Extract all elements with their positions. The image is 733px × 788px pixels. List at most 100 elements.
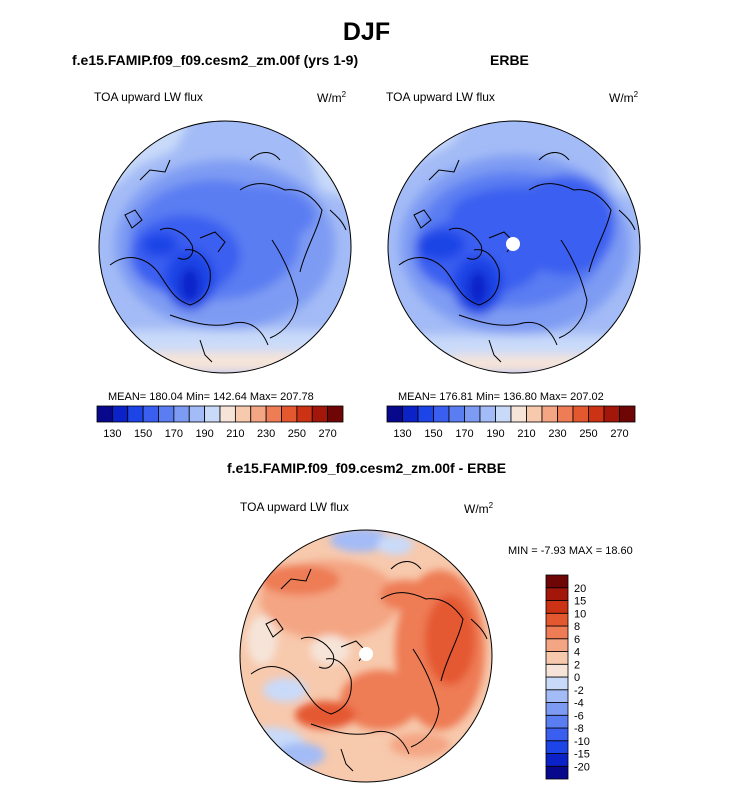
- stats-label-model: MEAN= 180.04 Min= 142.64 Max= 207.78: [108, 391, 314, 403]
- colorbar-tick-label: 0: [574, 672, 580, 684]
- colorbar-tick-label: -15: [574, 749, 590, 761]
- colorbar-tick-label: -6: [574, 710, 584, 722]
- colorbar-tick-label: 150: [424, 428, 442, 440]
- colorbar-tick-label: 190: [195, 428, 213, 440]
- colorbar-box: [96, 405, 113, 423]
- stats-label-obs: MEAN= 176.81 Min= 136.80 Max= 207.02: [398, 391, 604, 403]
- colorbar-tick-label: 2: [574, 659, 580, 671]
- colorbar-box: [234, 405, 252, 423]
- colorbar-box: [545, 740, 569, 754]
- polar-gap-difference: [359, 647, 373, 661]
- colorbar-box: [204, 405, 221, 423]
- colorbar-tick-label: 130: [103, 428, 121, 440]
- colorbar-tick-label: 170: [165, 428, 183, 440]
- colorbar-tick-label: 210: [226, 428, 244, 440]
- map-boundary-difference: [239, 529, 493, 783]
- contour-field-model: [99, 121, 351, 373]
- colorbar-box: [557, 405, 574, 423]
- colorbar-box: [545, 727, 569, 742]
- colorbar-tick-label: 10: [574, 608, 586, 620]
- colorbar-box: [219, 405, 236, 423]
- colorbar-tick-label: -10: [574, 736, 590, 748]
- colorbar-box: [545, 638, 569, 652]
- map-model: [98, 120, 352, 374]
- map-obs: [387, 120, 641, 374]
- colorbar-box: [495, 405, 512, 423]
- colorbar-box: [545, 651, 569, 665]
- colorbar-box: [545, 574, 569, 589]
- coastlines-model: [109, 152, 347, 363]
- colorbar-box: [158, 405, 175, 423]
- colorbar-box: [545, 587, 569, 601]
- colorbar-box: [311, 405, 329, 423]
- colorbar-box: [386, 405, 403, 423]
- colorbar-box: [188, 405, 206, 423]
- colorbar-box: [173, 405, 190, 423]
- colorbar-tick-label: -20: [574, 761, 590, 773]
- map-difference: [239, 529, 493, 783]
- colorbar-box: [127, 405, 144, 423]
- colorbar-box: [250, 405, 267, 423]
- colorbar-box: [402, 405, 419, 423]
- colorbar-box: [464, 405, 481, 423]
- colorbar-box: [588, 405, 605, 423]
- colorbar-tick-label: 270: [610, 428, 628, 440]
- colorbar-tick-label: 270: [318, 428, 336, 440]
- colorbar-box: [545, 689, 569, 703]
- colorbar-box: [545, 714, 569, 729]
- colorbar-box: [417, 405, 434, 423]
- coastlines-obs: [398, 152, 636, 363]
- colorbar-box: [526, 405, 543, 423]
- main-title: DJF: [342, 18, 391, 46]
- polar-gap-obs: [506, 237, 520, 251]
- variable-label-difference: TOA upward LW flux: [240, 500, 349, 514]
- colorbar-box: [265, 405, 282, 423]
- colorbar-box: [545, 753, 569, 767]
- colorbar-box: [327, 405, 344, 423]
- colorbar-box: [479, 405, 496, 423]
- coastlines-difference: [250, 561, 488, 772]
- colorbar-model: 130 150 170 190 210 230 250 270: [96, 405, 344, 440]
- colorbar-tick-label: 6: [574, 634, 580, 646]
- panel-title-obs: ERBE: [490, 52, 529, 68]
- map-boundary-model: [98, 120, 352, 374]
- units-label-obs: W/m2: [609, 90, 639, 105]
- colorbar-box: [281, 405, 298, 423]
- colorbar-tick-label: 8: [574, 621, 580, 633]
- colorbar-box: [545, 600, 569, 614]
- colorbar-box: [296, 405, 313, 423]
- colorbar-box: [142, 405, 159, 423]
- stats-label-difference: MIN = -7.93 MAX = 18.60: [508, 545, 633, 557]
- panel-title-difference: f.e15.FAMIP.f09_f09.cesm2_zm.00f - ERBE: [226, 460, 507, 476]
- colorbar-box: [510, 405, 527, 423]
- colorbar-box: [433, 405, 450, 423]
- colorbar-box: [545, 702, 569, 716]
- colorbar-box: [545, 625, 569, 640]
- colorbar-box: [545, 612, 569, 627]
- colorbar-tick-label: 20: [574, 583, 586, 595]
- map-boundary-obs: [387, 120, 641, 374]
- colorbar-box: [448, 405, 465, 423]
- colorbar-box: [545, 676, 569, 691]
- colorbar-tick-label: 230: [548, 428, 566, 440]
- units-label-model: W/m2: [317, 90, 347, 105]
- colorbar-box: [111, 405, 129, 423]
- colorbar-box: [545, 765, 569, 780]
- variable-label-obs: TOA upward LW flux: [386, 90, 495, 104]
- colorbar-tick-label: 170: [455, 428, 473, 440]
- panel-title-model: f.e15.FAMIP.f09_f09.cesm2_zm.00f (yrs 1-…: [72, 52, 359, 68]
- colorbar-box: [541, 405, 558, 423]
- colorbar-tick-label: 130: [393, 428, 411, 440]
- colorbar-tick-label: 190: [486, 428, 504, 440]
- colorbar-tick-label: 210: [517, 428, 535, 440]
- colorbar-box: [572, 405, 589, 423]
- colorbar-tick-label: -4: [574, 698, 584, 710]
- colorbar-tick-label: 150: [134, 428, 152, 440]
- colorbar-tick-label: 15: [574, 596, 586, 608]
- colorbar-obs: 130 150 170 190 210 230 250 270: [386, 405, 636, 440]
- colorbar-box: [545, 663, 569, 678]
- colorbar-tick-label: 250: [579, 428, 597, 440]
- colorbar-box: [619, 405, 636, 423]
